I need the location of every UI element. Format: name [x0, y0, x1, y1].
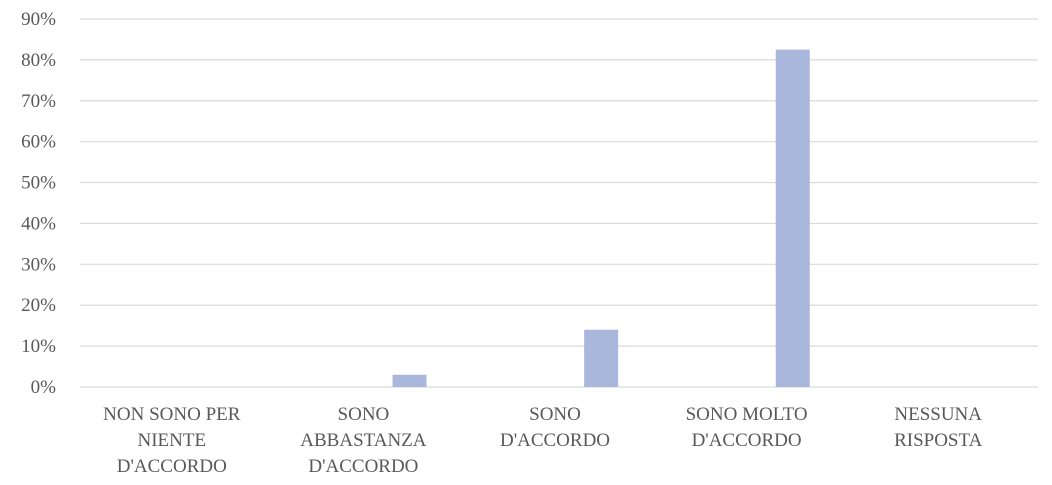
x-category-label: NESSUNA	[894, 404, 982, 425]
y-tick-label: 30%	[21, 254, 56, 275]
y-tick-label: 40%	[21, 213, 56, 234]
x-category-label: ABBASTANZA	[300, 430, 426, 451]
y-tick-label: 0%	[31, 377, 57, 398]
bar	[584, 330, 618, 387]
x-axis-labels: NON SONO PER NIENTE D'ACCORDO SONO ABBASTANZ…	[103, 404, 982, 477]
y-tick-label: 70%	[21, 91, 56, 112]
x-category-label: D'ACCORDO	[117, 456, 227, 477]
x-category-label: D'ACCORDO	[692, 430, 802, 451]
bar	[776, 50, 810, 387]
x-category-label: RISPOSTA	[894, 430, 983, 451]
y-tick-label: 10%	[21, 336, 56, 357]
y-axis-ticks: 0% 10% 20% 30% 40% 50% 60% 70% 80% 90%	[21, 9, 56, 398]
x-category-label: NON SONO PER	[103, 404, 241, 425]
y-tick-label: 50%	[21, 173, 56, 194]
y-tick-label: 80%	[21, 50, 56, 71]
y-tick-label: 90%	[21, 9, 56, 30]
gridlines	[80, 19, 1038, 387]
x-category-label: NIENTE	[138, 430, 207, 451]
x-category-label: D'ACCORDO	[308, 456, 418, 477]
x-category-label: SONO	[338, 404, 390, 425]
x-category-label: D'ACCORDO	[500, 430, 610, 451]
bar	[393, 375, 427, 387]
y-tick-label: 60%	[21, 132, 56, 153]
y-tick-label: 20%	[21, 295, 56, 316]
x-category-label: SONO MOLTO	[686, 404, 808, 425]
x-category-label: SONO	[529, 404, 581, 425]
